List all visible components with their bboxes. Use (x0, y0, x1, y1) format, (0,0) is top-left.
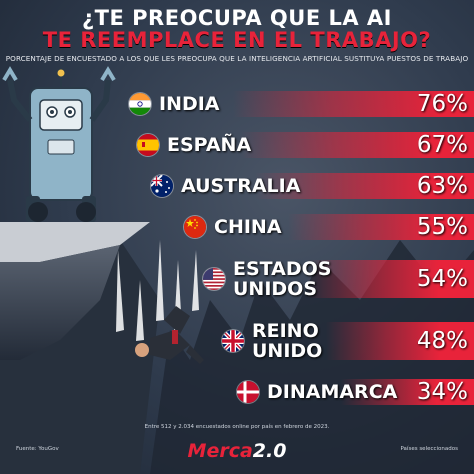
china-flag-icon (184, 216, 206, 238)
country-label-line: AUSTRALIA (181, 175, 301, 197)
country-label: INDIA (159, 94, 220, 114)
title-line-1: ¿TE PREOCUPA QUE LA AI (82, 6, 392, 30)
india-flag-icon (129, 93, 151, 115)
country-label-line: CHINA (214, 216, 282, 238)
country-label: REINO UNIDO (252, 321, 322, 361)
value-label: 34% (416, 379, 468, 405)
country-label-line: UNIDOS (233, 278, 318, 300)
denmark-flag-icon (237, 381, 259, 403)
country-label-line: UNIDO (252, 340, 323, 362)
sample-note: Entre 512 y 2.034 encuestados online por… (144, 424, 330, 430)
country-label: DINAMARCA (267, 382, 397, 402)
value-label: 63% (416, 173, 468, 199)
bar-reino-unido (326, 322, 474, 360)
bar-dinamarca (341, 379, 474, 405)
value-label: 54% (416, 266, 468, 292)
country-label-line: DINAMARCA (267, 381, 398, 403)
source-note: Fuente: YouGov (16, 446, 59, 452)
country-label: AUSTRALIA (181, 176, 300, 196)
country-label: ESTADOS UNIDOS (233, 259, 331, 299)
value-label: 67% (416, 132, 468, 158)
subtitle: PORCENTAJE DE ENCUESTADO A LOS QUE LES P… (5, 54, 469, 63)
value-label: 55% (416, 214, 468, 240)
title-line-2: TE REEMPLACE EN EL TRABAJO? (42, 28, 432, 52)
value-label: 48% (416, 328, 468, 354)
country-label: CHINA (214, 217, 282, 237)
country-label-line: INDIA (159, 93, 220, 115)
bar-china (288, 214, 474, 240)
country-label: ESPAÑA (167, 135, 251, 155)
country-label-line: REINO (252, 320, 319, 342)
uk-flag-icon (222, 330, 244, 352)
bar-estados-unidos (307, 260, 474, 298)
logo-version: 2.0 (252, 440, 287, 462)
spain-flag-icon (137, 134, 159, 156)
logo-main: Merca (187, 440, 253, 462)
value-label: 76% (416, 91, 468, 117)
robot-illustration (2, 66, 116, 222)
usa-flag-icon (203, 268, 225, 290)
bar-españa (241, 132, 474, 158)
selection-note: Países seleccionados (400, 446, 458, 452)
bar-australia (255, 173, 474, 199)
country-label-line: ESTADOS (233, 258, 332, 280)
country-label-line: ESPAÑA (167, 134, 252, 156)
cliff-ledge (0, 222, 150, 262)
australia-flag-icon (151, 175, 173, 197)
brand-logo: Merca2.0 (0, 440, 474, 462)
falling-person-illustration (116, 240, 204, 364)
bar-india (233, 91, 474, 117)
